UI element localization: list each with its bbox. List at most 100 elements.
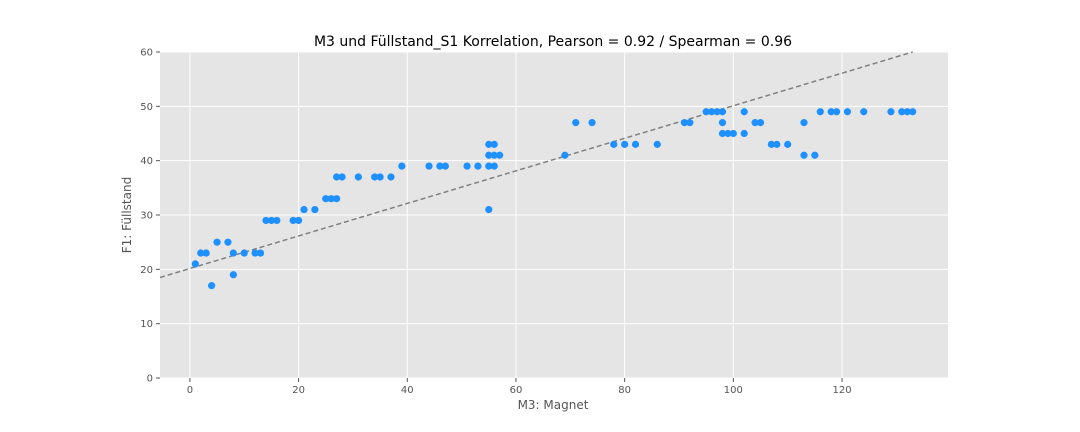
data-point — [229, 271, 237, 279]
data-point — [800, 151, 808, 159]
data-point — [273, 216, 281, 225]
data-point — [811, 151, 819, 159]
data-point — [338, 173, 346, 181]
y-tick-label: 30 — [140, 211, 153, 222]
data-point — [816, 108, 824, 116]
data-points — [191, 108, 917, 290]
data-point — [354, 173, 362, 181]
data-point — [713, 108, 721, 116]
data-point — [903, 108, 911, 116]
grid — [160, 51, 948, 379]
data-point — [224, 238, 232, 246]
data-point — [909, 108, 917, 116]
data-point — [441, 162, 449, 170]
y-tick-label: 20 — [140, 265, 153, 276]
x-axis-label: M3: Magnet — [518, 398, 589, 412]
data-point — [371, 173, 379, 181]
data-point — [680, 119, 689, 127]
data-point — [718, 129, 727, 138]
x-tick-label: 100 — [724, 385, 743, 396]
data-point — [191, 260, 199, 268]
data-point — [333, 173, 341, 181]
trendline — [159, 51, 913, 279]
data-point — [490, 140, 498, 148]
data-point — [631, 140, 640, 148]
y-axis-label: F1: Füllstand — [120, 177, 134, 253]
data-point — [724, 129, 732, 138]
data-point — [621, 140, 629, 148]
data-point — [686, 119, 694, 127]
data-point — [485, 205, 493, 214]
data-point — [800, 119, 808, 127]
chart-title: M3 und Füllstand_S1 Korrelation, Pearson… — [314, 34, 792, 50]
data-point — [490, 151, 498, 159]
data-point — [333, 195, 341, 203]
data-point — [425, 162, 433, 170]
x-tick-label: 0 — [187, 385, 193, 396]
data-point — [718, 119, 727, 127]
data-point — [740, 129, 748, 138]
data-point — [610, 140, 618, 148]
data-point — [485, 162, 493, 170]
trendline-layer — [159, 51, 913, 279]
data-point — [860, 108, 868, 116]
data-point — [267, 216, 276, 225]
data-point — [832, 108, 841, 116]
data-point — [387, 173, 395, 181]
data-point — [496, 151, 504, 159]
data-point — [485, 140, 493, 148]
data-point — [740, 108, 748, 116]
data-point — [653, 140, 661, 148]
data-point — [289, 216, 297, 225]
data-point — [251, 249, 259, 257]
data-point — [213, 238, 221, 246]
data-point — [463, 162, 471, 170]
data-point — [327, 195, 335, 203]
data-point — [898, 108, 906, 116]
data-point — [708, 108, 716, 116]
data-point — [256, 249, 265, 257]
data-point — [294, 216, 303, 225]
x-tick-label: 80 — [618, 385, 631, 396]
data-point — [436, 162, 444, 170]
data-point — [827, 108, 835, 116]
axis-ticks: 0 20 40 60 80 100 120 0 10 20 30 40 50 60 — [140, 48, 851, 397]
x-tick-label: 40 — [401, 385, 414, 396]
data-point — [376, 173, 384, 181]
y-tick-label: 0 — [147, 374, 153, 385]
data-point — [485, 151, 493, 159]
data-point — [490, 162, 498, 170]
data-point — [197, 249, 205, 257]
data-point — [773, 140, 781, 148]
data-point — [474, 162, 482, 170]
data-point — [202, 249, 210, 257]
data-point — [887, 108, 895, 116]
data-point — [208, 282, 216, 290]
y-tick-label: 40 — [140, 156, 153, 167]
data-point — [588, 119, 596, 127]
data-point — [398, 162, 406, 170]
data-point — [729, 129, 737, 138]
x-tick-label: 20 — [292, 385, 305, 396]
data-point — [843, 108, 852, 116]
y-tick-label: 10 — [140, 319, 153, 330]
x-tick-label: 60 — [510, 385, 523, 396]
data-point — [300, 205, 308, 214]
y-tick-label: 50 — [140, 102, 153, 113]
data-point — [751, 119, 759, 127]
data-point — [311, 205, 319, 214]
data-point — [240, 249, 248, 257]
data-point — [718, 108, 727, 116]
data-point — [322, 195, 330, 203]
data-point — [572, 119, 580, 127]
data-point — [561, 151, 569, 159]
y-tick-label: 60 — [140, 48, 153, 59]
x-tick-label: 120 — [832, 385, 851, 396]
data-point — [784, 140, 792, 148]
data-point — [229, 249, 237, 257]
data-point — [702, 108, 710, 116]
data-point — [262, 216, 270, 225]
data-point — [767, 140, 775, 148]
data-point — [756, 119, 765, 127]
